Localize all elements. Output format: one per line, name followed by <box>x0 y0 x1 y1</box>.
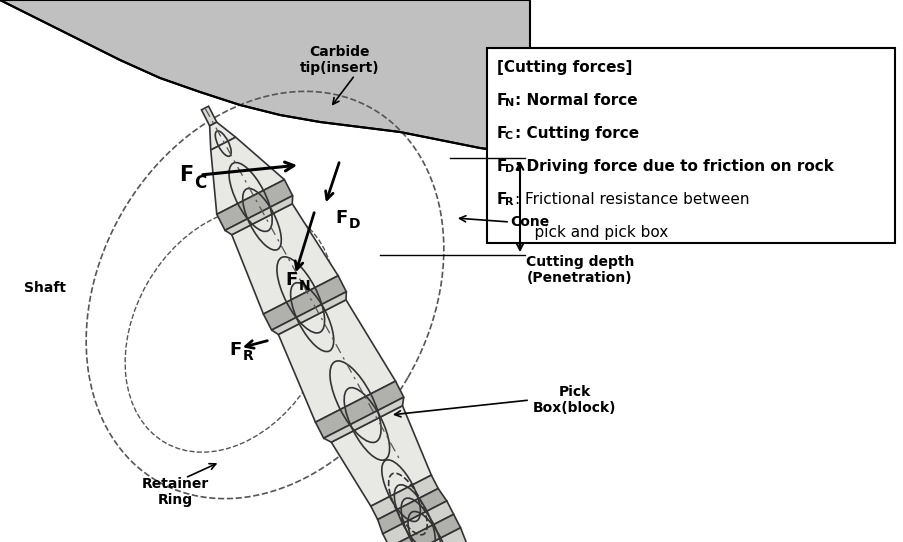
Polygon shape <box>217 179 293 230</box>
Bar <box>487 48 894 243</box>
Text: [Cutting forces]: [Cutting forces] <box>497 60 632 75</box>
Text: F: F <box>179 165 192 185</box>
Text: F: F <box>497 126 507 141</box>
Text: F: F <box>285 271 298 289</box>
Polygon shape <box>0 0 529 155</box>
Polygon shape <box>377 488 446 534</box>
Polygon shape <box>330 406 431 506</box>
Text: D: D <box>505 164 514 174</box>
Text: R: R <box>505 197 513 207</box>
Text: : Driving force due to friction on rock: : Driving force due to friction on rock <box>515 159 833 174</box>
Polygon shape <box>396 528 482 542</box>
Text: N: N <box>505 98 514 108</box>
Polygon shape <box>225 196 293 235</box>
Text: F: F <box>335 209 348 227</box>
Text: Pick
Box(block): Pick Box(block) <box>533 385 616 415</box>
Text: pick and pick box: pick and pick box <box>515 225 667 240</box>
Polygon shape <box>389 514 460 542</box>
Text: : Normal force: : Normal force <box>515 93 637 108</box>
Text: F: F <box>497 93 507 108</box>
Text: Cone: Cone <box>510 215 549 229</box>
Polygon shape <box>201 106 217 126</box>
Text: F: F <box>497 192 507 207</box>
Text: F: F <box>497 159 507 174</box>
Text: : Frictional resistance between: : Frictional resistance between <box>515 192 749 207</box>
Polygon shape <box>370 475 438 520</box>
Polygon shape <box>210 137 284 214</box>
Polygon shape <box>315 381 404 438</box>
Polygon shape <box>382 501 453 542</box>
Polygon shape <box>209 122 236 150</box>
Polygon shape <box>278 300 396 422</box>
Text: Shaft: Shaft <box>24 281 66 295</box>
Polygon shape <box>271 292 346 334</box>
Text: : Cutting force: : Cutting force <box>515 126 638 141</box>
Polygon shape <box>323 397 404 442</box>
Text: Carbide
tip(insert): Carbide tip(insert) <box>300 45 379 75</box>
Polygon shape <box>263 276 346 330</box>
Text: D: D <box>349 217 360 231</box>
Text: Retainer
Ring: Retainer Ring <box>141 477 209 507</box>
Text: C: C <box>505 131 513 141</box>
Text: R: R <box>243 350 254 364</box>
Text: F: F <box>229 341 242 359</box>
Text: Cutting depth
(Penetration): Cutting depth (Penetration) <box>526 255 634 285</box>
Text: C: C <box>194 173 206 191</box>
Polygon shape <box>231 204 338 314</box>
Text: N: N <box>299 280 311 294</box>
